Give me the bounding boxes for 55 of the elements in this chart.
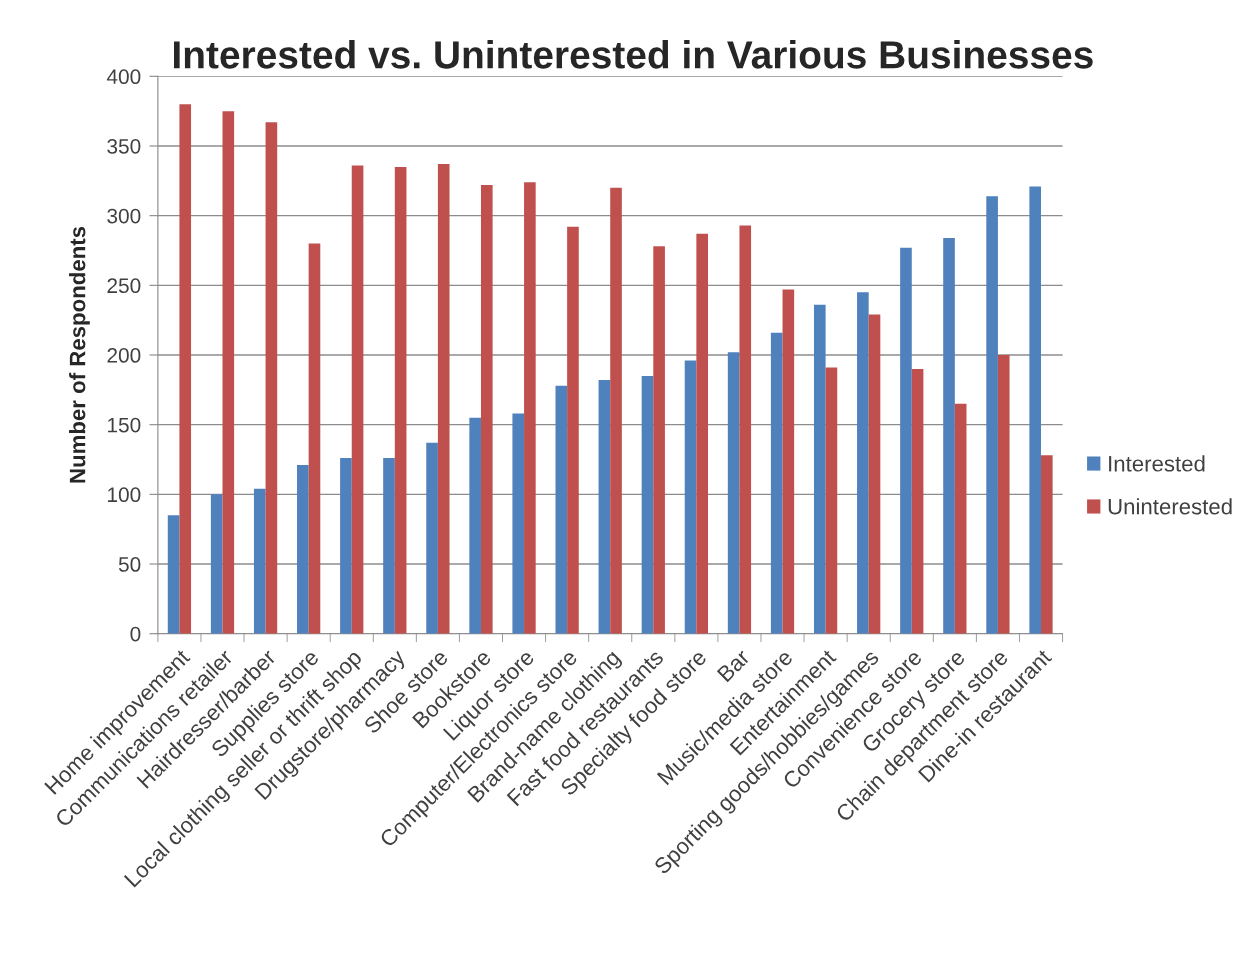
bar [524, 182, 536, 634]
bar [340, 458, 352, 634]
bar [900, 247, 912, 634]
bar [297, 465, 309, 634]
bar [986, 196, 998, 634]
bar [610, 187, 622, 634]
legend-label: Interested [1109, 455, 1205, 472]
bar [911, 368, 924, 634]
bar [567, 226, 579, 634]
bar [857, 292, 869, 634]
bar [426, 442, 438, 634]
bar [739, 225, 752, 634]
bar [308, 243, 321, 634]
bar [222, 111, 235, 634]
bar [770, 332, 783, 634]
bar [210, 494, 223, 634]
bar [437, 164, 450, 634]
bar [1029, 186, 1041, 634]
bar [265, 122, 278, 634]
bar [868, 314, 881, 634]
y-tick-label: 50 [118, 557, 141, 572]
chart-title: Interested vs. Uninterested in Various Businesses [174, 40, 1093, 69]
legend-label: Uninterested [1108, 498, 1232, 515]
y-tick-label: 0 [130, 626, 141, 642]
bar [641, 375, 654, 634]
bar [696, 233, 708, 634]
bar [1041, 455, 1053, 634]
bar [997, 355, 1010, 634]
bar [394, 166, 407, 634]
y-tick-label: 250 [107, 278, 141, 294]
bar [555, 385, 568, 634]
y-tick-label: 400 [106, 69, 141, 85]
bar [653, 246, 665, 634]
bar [480, 185, 493, 634]
bar [512, 413, 525, 634]
bar [351, 165, 364, 634]
bar [782, 289, 795, 634]
bar [179, 104, 192, 634]
y-tick-label: 350 [107, 138, 141, 154]
bar [954, 403, 967, 634]
y-tick-label: 300 [107, 208, 141, 224]
bar [825, 367, 838, 634]
bar [253, 488, 266, 634]
y-tick-label: 200 [107, 348, 141, 363]
bar [727, 352, 740, 634]
y-axis-title: Number of Respondents [69, 226, 90, 483]
bar [598, 380, 611, 634]
bar [813, 304, 826, 634]
bar [383, 458, 395, 634]
bar [167, 515, 180, 634]
y-tick-label: 150 [108, 417, 141, 433]
bar [469, 417, 481, 634]
y-tick-label: 100 [108, 487, 141, 503]
bar [943, 237, 955, 634]
bar [684, 360, 697, 634]
